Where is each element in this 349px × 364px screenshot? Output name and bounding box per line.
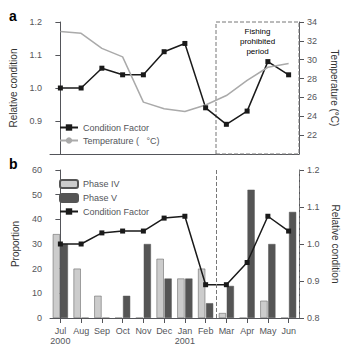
svg-text:40: 40 [32,214,42,224]
svg-text:1.0: 1.0 [307,239,320,249]
svg-text:2001: 2001 [175,336,195,346]
svg-text:0.8: 0.8 [307,313,320,323]
svg-text:24: 24 [307,111,317,121]
svg-text:28: 28 [307,74,317,84]
svg-text:0.9: 0.9 [29,116,42,126]
svg-text:Aug: Aug [73,326,89,336]
svg-text:Fishing: Fishing [245,27,271,36]
svg-text:prohibited: prohibited [240,37,275,46]
svg-text:Mar: Mar [219,326,235,336]
svg-text:Condition Factor: Condition Factor [83,207,149,217]
svg-text:20: 20 [32,264,42,274]
svg-text:Temperature ( °C): Temperature ( °C) [83,136,160,146]
svg-text:Apr: Apr [240,326,254,336]
svg-text:May: May [259,326,277,336]
svg-text:Jan: Jan [178,326,193,336]
svg-text:Jul: Jul [55,326,67,336]
svg-text:30: 30 [307,55,317,65]
svg-text:0.9: 0.9 [307,276,320,286]
svg-text:Nov: Nov [135,326,152,336]
svg-text:10: 10 [32,288,42,298]
svg-text:Proportion: Proportion [10,221,21,267]
svg-text:34: 34 [307,17,317,27]
svg-text:1.0: 1.0 [29,83,42,93]
svg-text:32: 32 [307,36,317,46]
svg-text:Temperature (°C): Temperature (°C) [329,50,340,127]
svg-text:1.2: 1.2 [29,17,42,27]
svg-text:period: period [246,47,268,56]
svg-text:Relative condition: Relative condition [330,205,341,284]
svg-text:a: a [9,8,17,24]
svg-text:26: 26 [307,92,317,102]
svg-text:0: 0 [37,313,42,323]
svg-text:Dec: Dec [156,326,173,336]
svg-text:30: 30 [32,239,42,249]
svg-text:Feb: Feb [198,326,214,336]
svg-text:Condition Factor: Condition Factor [83,123,149,133]
svg-text:Relative condition: Relative condition [8,49,19,128]
svg-text:Oct: Oct [116,326,131,336]
svg-text:Jun: Jun [281,326,296,336]
svg-text:Sep: Sep [94,326,110,336]
svg-text:1.1: 1.1 [29,50,42,60]
svg-text:50: 50 [32,190,42,200]
svg-text:60: 60 [32,165,42,175]
svg-text:Phase IV: Phase IV [83,179,120,189]
svg-text:Phase V: Phase V [83,193,117,203]
svg-text:1.2: 1.2 [307,165,320,175]
svg-text:22: 22 [307,130,317,140]
svg-text:1.1: 1.1 [307,202,320,212]
svg-text:2000: 2000 [50,336,70,346]
svg-text:b: b [9,156,18,172]
